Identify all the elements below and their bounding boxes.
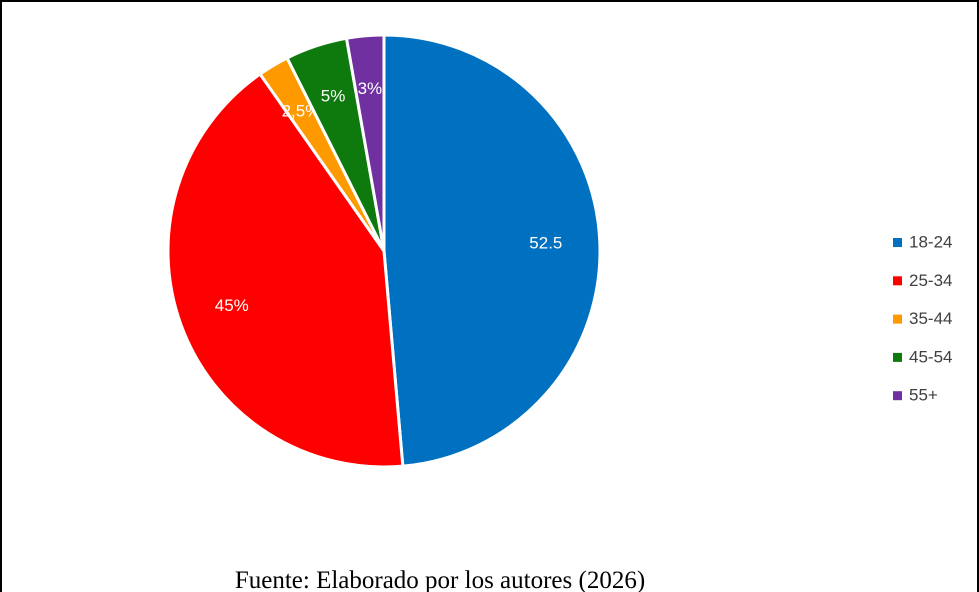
pie-slice [344,33,386,252]
legend-swatch [893,391,902,401]
data-label: 5% [321,87,346,106]
legend-label: 18-24 [909,232,952,251]
data-label: 45% [215,296,249,315]
data-label: 3% [358,79,383,98]
legend-label: 25-34 [909,271,952,290]
legend-label: 35-44 [909,309,952,328]
legend-swatch [893,276,902,286]
pie-slice [382,33,602,468]
legend-label: 55+ [909,386,938,405]
pie-slice [166,71,405,469]
data-label: 52.5 [529,233,562,252]
legend-swatch [893,238,902,247]
legend-swatch [893,352,902,362]
legend-swatch [893,314,902,324]
legend-label: 45-54 [909,347,952,366]
caption: Fuente: Elaborado por los autores (2026) [235,567,645,592]
